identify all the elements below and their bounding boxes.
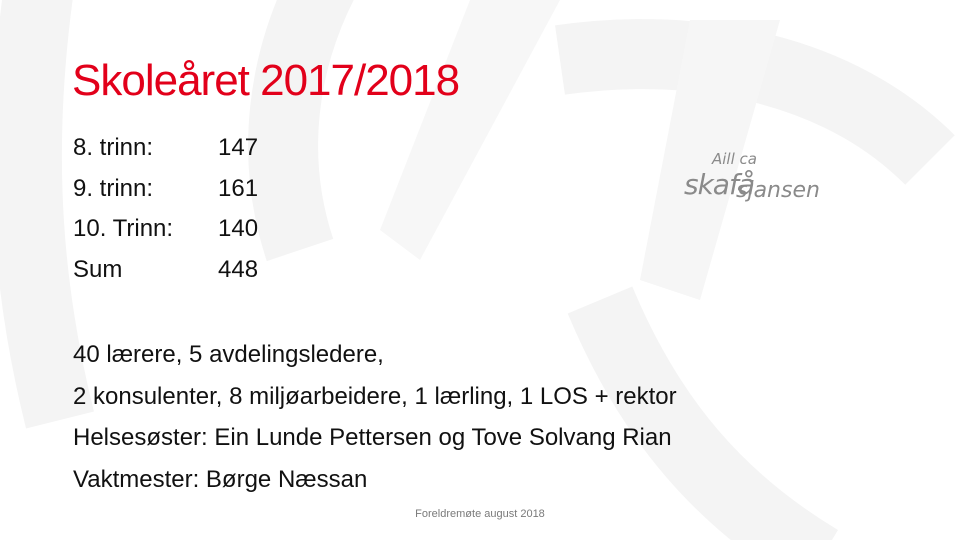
enrollment-row: 9. trinn: 161 [73,169,258,210]
staff-info: 40 lærere, 5 avdelingsledere, 2 konsulen… [73,334,677,500]
enrollment-label: 10. Trinn: [73,215,174,242]
enrollment-value: 147 [218,134,259,161]
enrollment-label: 8. trinn: [73,134,154,161]
staff-line: Vaktmester: Børge Næssan [73,465,368,493]
enrollment-row: 8. trinn: 147 [73,128,258,169]
logo-text-line3: sjansen [736,178,820,203]
staff-line: 40 lærere, 5 avdelingsledere, [73,341,384,368]
enrollment-value: 161 [218,174,259,202]
staff-line: Helsesøster: Ein Lunde Pettersen og Tove… [73,424,672,451]
logo-text-line2: skafå [684,168,755,201]
enrollment-value: 140 [218,215,259,242]
staff-line: 2 konsulenter, 8 miljøarbeidere, 1 lærli… [73,382,677,410]
enrollment-value: 448 [218,255,259,283]
slide-footer: Foreldremøte august 2018 [415,508,545,520]
school-logo: Aill ca skafå sjansen [684,150,834,214]
enrollment-row: Sum 448 [73,250,258,291]
slide-title: Skoleåret 2017/2018 [72,56,460,105]
enrollment-label: Sum [73,255,123,283]
enrollment-list: 8. trinn: 147 9. trinn: 161 10. Trinn: 1… [73,128,258,290]
enrollment-row: 10. Trinn: 140 [73,209,258,250]
enrollment-label: 9. trinn: [73,174,154,202]
logo-text-line1: Aill ca [712,150,757,168]
